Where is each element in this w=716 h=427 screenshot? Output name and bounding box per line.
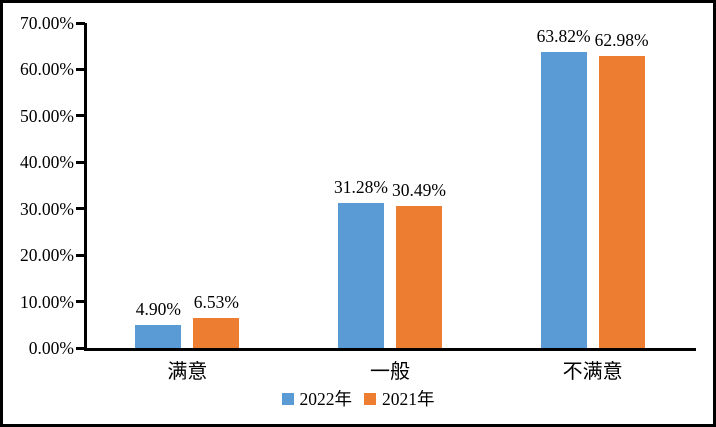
y-axis-tick-label: 30.00% xyxy=(20,198,74,219)
y-axis-tick xyxy=(76,207,85,211)
legend-item-2021年: 2021年 xyxy=(364,388,435,410)
data-label: 4.90% xyxy=(135,299,181,320)
legend-swatch xyxy=(281,393,294,405)
legend: 2022年 2021年 xyxy=(0,388,716,410)
legend-label: 2022年 xyxy=(299,389,353,409)
data-label: 30.49% xyxy=(392,180,446,201)
data-label: 62.98% xyxy=(594,29,649,50)
category-label: 一般 xyxy=(370,361,410,383)
y-axis-tick xyxy=(76,21,85,25)
bar-2022年-一般 xyxy=(338,202,384,348)
legend-item-2022年: 2022年 xyxy=(281,388,353,410)
y-axis-tick-label: 50.00% xyxy=(20,105,74,126)
y-axis-tick-label: 40.00% xyxy=(20,152,74,173)
bar-2022年-不满意 xyxy=(540,51,587,348)
data-label: 31.28% xyxy=(334,176,388,197)
y-axis-tick xyxy=(76,114,85,118)
bar-2022年-满意 xyxy=(135,325,182,348)
y-axis-tick xyxy=(76,346,85,350)
category-label: 满意 xyxy=(167,361,208,383)
bar-2021年-不满意 xyxy=(598,55,645,348)
legend-swatch xyxy=(364,393,376,405)
y-axis-tick xyxy=(76,253,85,257)
y-axis-tick xyxy=(76,300,85,304)
y-axis-tick xyxy=(76,67,85,71)
x-axis-line xyxy=(84,348,696,351)
data-label: 6.53% xyxy=(193,291,239,312)
y-axis-tick-label: 0.00% xyxy=(28,338,74,358)
y-axis-tick-label: 60.00% xyxy=(20,59,74,80)
y-axis-tick-label: 70.00% xyxy=(20,13,74,33)
category-label: 不满意 xyxy=(562,361,623,383)
bar-2021年-一般 xyxy=(396,206,442,348)
y-axis-tick-label: 10.00% xyxy=(20,291,74,312)
legend-label: 2021年 xyxy=(382,389,435,409)
y-axis-line xyxy=(84,23,87,351)
data-label: 63.82% xyxy=(536,25,591,46)
bar-2021年-满意 xyxy=(193,317,240,348)
y-axis-tick xyxy=(76,160,85,164)
y-axis-tick-label: 20.00% xyxy=(20,245,74,266)
